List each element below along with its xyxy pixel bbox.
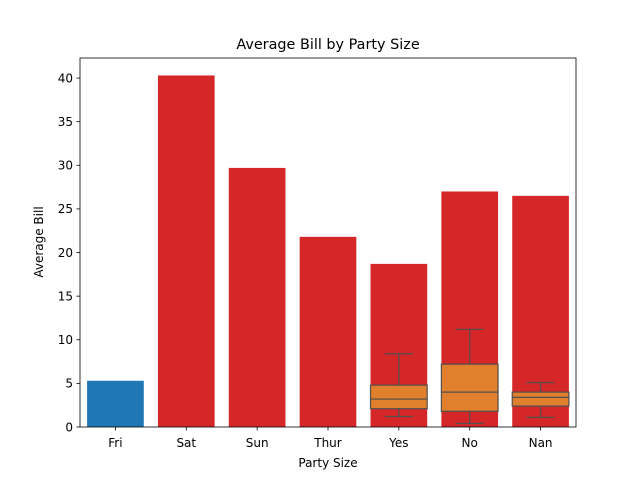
chart-title: Average Bill by Party Size (236, 37, 420, 53)
bar-thur (299, 236, 357, 427)
bar-sat (157, 75, 215, 427)
x-tick-label: Sat (176, 436, 196, 450)
boxplot-nan (511, 381, 570, 419)
x-tick-label: Fri (108, 436, 122, 450)
x-tick-label: No (462, 436, 478, 450)
plot-area: 0 5 10 15 20 25 30 35 40 Fri Sat Sun Thur Yes No Nan (58, 57, 577, 450)
x-tick-label: Thur (313, 436, 342, 450)
y-tick-label: 5 (65, 377, 73, 391)
y-tick-label: 30 (58, 159, 73, 173)
x-tick-label: Yes (388, 436, 408, 450)
boxplot-box (511, 391, 570, 407)
y-tick-label: 20 (58, 246, 73, 260)
boxplot-box (369, 384, 428, 410)
y-tick-label: 0 (65, 420, 73, 434)
boxplot-box (440, 363, 499, 412)
boxplot-yes (369, 353, 428, 418)
x-tick-label: Sun (246, 436, 269, 450)
y-tick-label: 35 (58, 115, 73, 129)
y-axis-title: Average Bill (32, 206, 46, 277)
bar-sun (228, 167, 286, 427)
y-tick-label: 40 (58, 71, 73, 85)
boxplot-no (440, 328, 499, 425)
x-tick-label: Nan (529, 436, 553, 450)
x-axis-title: Party Size (298, 456, 357, 470)
y-tick-label: 15 (58, 289, 73, 303)
y-tick-label: 25 (58, 202, 73, 216)
y-tick-label: 10 (58, 333, 73, 347)
bar-fri (87, 380, 144, 427)
